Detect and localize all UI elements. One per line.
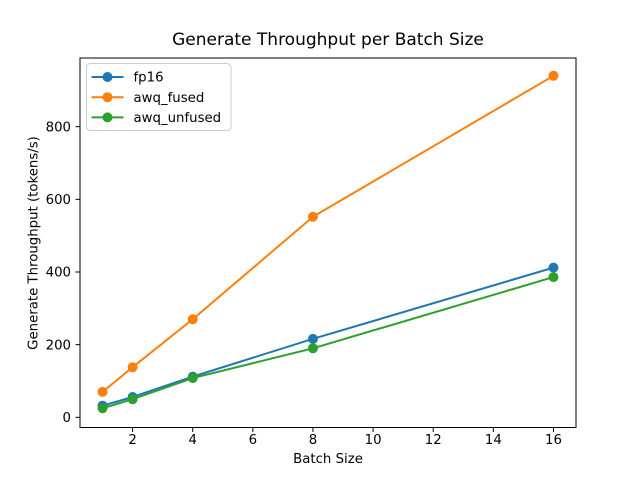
chart-title: Generate Throughput per Batch Size (172, 30, 484, 50)
x-tick-label: 14 (485, 433, 502, 448)
legend-box (86, 63, 232, 131)
legend-marker-awq_unfused (102, 112, 113, 123)
y-tick-label: 600 (46, 193, 71, 208)
x-tick-label: 12 (425, 433, 442, 448)
series-marker-awq_fused (548, 70, 559, 81)
series-marker-awq_unfused (97, 403, 108, 414)
series-marker-awq_fused (97, 386, 108, 397)
series-marker-awq_fused (307, 211, 318, 222)
series-marker-fp16 (307, 333, 318, 344)
legend-label-awq_fused: awq_fused (134, 91, 205, 106)
legend-label-awq_unfused: awq_unfused (134, 111, 222, 126)
y-tick-label: 0 (63, 411, 71, 426)
x-axis-label: Batch Size (293, 452, 363, 467)
x-tick-label: 4 (188, 433, 196, 448)
legend-label-fp16: fp16 (134, 71, 164, 86)
legend-marker-awq_fused (102, 92, 113, 103)
y-tick-label: 200 (46, 338, 71, 353)
series-marker-fp16 (548, 262, 559, 273)
y-tick-label: 400 (46, 266, 71, 281)
series-marker-awq_fused (187, 314, 198, 325)
series-marker-awq_unfused (307, 343, 318, 354)
x-tick-label: 2 (128, 433, 136, 448)
y-tick-label: 800 (46, 120, 71, 135)
series-marker-awq_fused (127, 362, 138, 373)
series-marker-awq_unfused (187, 373, 198, 384)
legend-marker-fp16 (102, 72, 113, 82)
x-tick-label: 6 (249, 433, 257, 448)
x-tick-label: 10 (365, 433, 382, 448)
x-tick-label: 8 (309, 433, 317, 448)
x-tick-label: 16 (545, 433, 562, 448)
y-axis-label: Generate Throughput (tokens/s) (26, 136, 42, 350)
series-marker-awq_unfused (127, 394, 138, 405)
series-marker-awq_unfused (548, 272, 559, 283)
